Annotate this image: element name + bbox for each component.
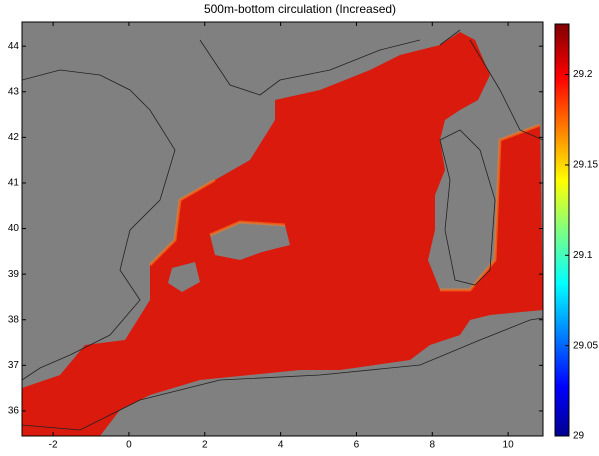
colorbar-tick-label: 29.1 bbox=[573, 250, 593, 261]
y-tick-label: 38 bbox=[8, 314, 20, 325]
x-tick-label: 2 bbox=[202, 440, 208, 451]
y-tick-label: 40 bbox=[8, 223, 20, 234]
coastline bbox=[22, 29, 543, 431]
x-tick-label: 0 bbox=[126, 440, 132, 451]
chart-title: 500m-bottom circulation (Increased) bbox=[204, 2, 396, 16]
y-tick-label: 37 bbox=[8, 360, 20, 371]
x-tick-label: 8 bbox=[429, 440, 435, 451]
colorbar-tick-label: 29.2 bbox=[573, 69, 593, 80]
y-tick-label: 41 bbox=[8, 178, 20, 189]
colorbar-tick-label: 29.15 bbox=[573, 160, 598, 171]
x-tick-label: 4 bbox=[278, 440, 284, 451]
x-tick-label: -2 bbox=[49, 440, 58, 451]
sea-field bbox=[22, 32, 543, 436]
colorbar-tick-label: 29 bbox=[573, 431, 585, 442]
y-tick-label: 43 bbox=[8, 86, 20, 97]
x-tick-label: 10 bbox=[503, 440, 515, 451]
shelf-edge bbox=[148, 123, 541, 292]
colorbar-tick-label: 29.05 bbox=[573, 340, 598, 351]
colorbar bbox=[554, 23, 570, 437]
map-field bbox=[22, 29, 543, 436]
y-tick-label: 44 bbox=[8, 41, 20, 52]
y-tick-label: 36 bbox=[8, 406, 20, 417]
x-tick-label: 6 bbox=[354, 440, 360, 451]
y-tick-label: 39 bbox=[8, 269, 20, 280]
y-tick-label: 42 bbox=[8, 132, 20, 143]
